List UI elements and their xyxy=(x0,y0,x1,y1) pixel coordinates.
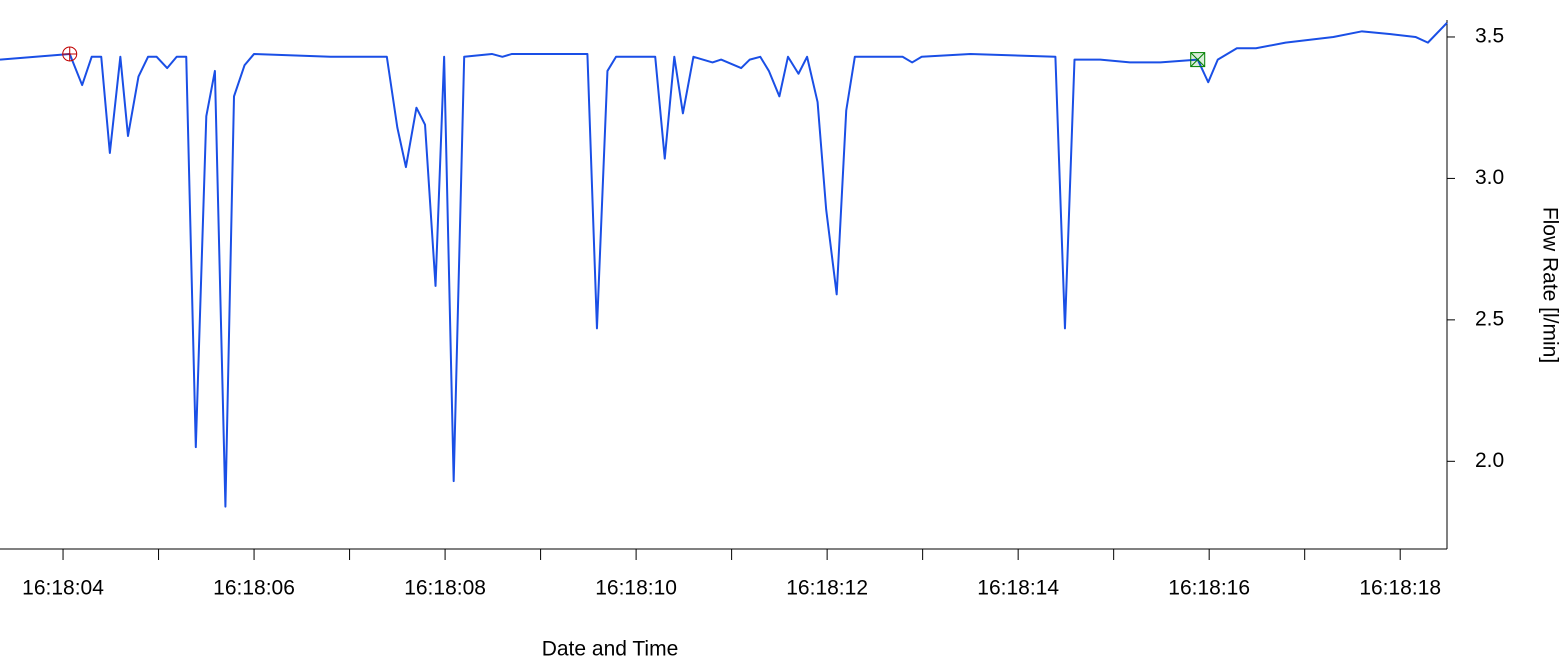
x-axis-label: Date and Time xyxy=(542,638,679,661)
x-tick-label: 16:18:12 xyxy=(786,577,868,600)
x-tick-label: 16:18:06 xyxy=(213,577,295,600)
x-tick-label: 16:18:08 xyxy=(404,577,486,600)
x-tick-label: 16:18:18 xyxy=(1359,577,1441,600)
data-line xyxy=(0,22,1448,508)
x-tick-label: 16:18:04 xyxy=(22,577,104,600)
x-tick-label: 16:18:10 xyxy=(595,577,677,600)
y-tick-label: 3.0 xyxy=(1475,166,1504,189)
cursor-cross xyxy=(1190,52,1206,67)
x-tick-label: 16:18:16 xyxy=(1168,577,1250,600)
cursor-cross xyxy=(62,46,77,61)
y-axis-label: Flow Rate [l/min] xyxy=(1538,207,1561,363)
y-tick-label: 3.5 xyxy=(1475,25,1504,48)
x-tick-label: 16:18:14 xyxy=(977,577,1059,600)
y-tick-label: 2.0 xyxy=(1475,449,1504,472)
y-tick-label: 2.5 xyxy=(1475,307,1504,330)
